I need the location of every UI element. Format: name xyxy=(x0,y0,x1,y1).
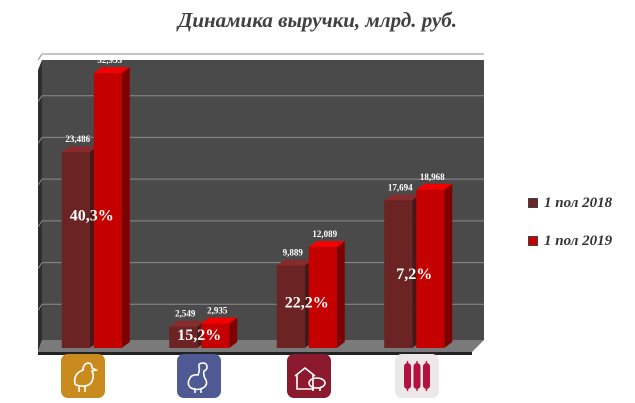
plot-floor-edge xyxy=(38,352,472,355)
value-label-1-2: 12,089 xyxy=(312,229,337,239)
gridline-side xyxy=(37,304,43,311)
growth-label-3: 7,2% xyxy=(396,266,432,283)
bar-1-3 xyxy=(416,189,445,348)
gridline-side xyxy=(37,178,43,186)
plot-side-wall xyxy=(38,60,42,352)
value-label-0-3: 17,694 xyxy=(388,182,413,192)
growth-label-1: 15,2% xyxy=(177,327,221,344)
bar-side-1-0 xyxy=(121,67,130,349)
chart-legend: 1 пол 2018 1 пол 2019 xyxy=(528,192,612,268)
bar-1-0 xyxy=(93,73,122,349)
legend-item-2019: 1 пол 2019 xyxy=(528,230,612,252)
bar-0-2 xyxy=(276,265,305,348)
bar-top-1-2 xyxy=(308,241,345,248)
value-label-0-2: 9,889 xyxy=(283,247,304,257)
bar-side-1-2 xyxy=(336,241,345,348)
bar-1-2 xyxy=(308,247,337,348)
value-label-1-1: 2,935 xyxy=(207,306,228,316)
gridline-side xyxy=(37,137,43,144)
value-label-1-3: 18,968 xyxy=(420,172,445,182)
legend-label-2018: 1 пол 2018 xyxy=(544,194,613,211)
bar-top-1-1 xyxy=(201,317,238,324)
legend-item-2018: 1 пол 2018 xyxy=(528,192,612,214)
bar-top-1-3 xyxy=(416,183,453,190)
growth-label-2: 22,2% xyxy=(285,295,329,312)
plot-back-wall xyxy=(42,60,484,340)
legend-label-2019: 1 пол 2019 xyxy=(544,232,613,249)
bar-top-0-2 xyxy=(276,259,313,266)
turkey-icon xyxy=(177,354,221,398)
category-icons xyxy=(0,352,635,400)
gridline-side xyxy=(37,262,43,269)
value-label-0-0: 23,486 xyxy=(65,134,90,144)
legend-swatch-2019 xyxy=(528,236,538,246)
sausage-icon xyxy=(395,354,439,398)
bar-side-1-3 xyxy=(444,183,453,348)
value-label-1-0: 32,953 xyxy=(97,55,122,65)
bar-side-1-1 xyxy=(229,317,238,348)
pig-farm-icon xyxy=(287,354,331,398)
growth-label-0: 40,3% xyxy=(70,208,114,225)
gridline-side xyxy=(37,220,43,228)
chart-title: Динамика выручки, млрд. руб. xyxy=(177,8,458,32)
value-label-0-1: 2,549 xyxy=(175,309,196,319)
bar-0-0 xyxy=(61,152,90,348)
bar-0-3 xyxy=(384,200,413,348)
chicken-icon xyxy=(61,354,105,398)
plot-floor xyxy=(38,340,484,352)
bar-top-0-1 xyxy=(169,320,206,327)
bar-top-0-0 xyxy=(61,146,98,153)
bar-1-1 xyxy=(201,323,230,348)
bar-0-1 xyxy=(169,326,198,348)
gridline-side xyxy=(37,95,43,102)
bar-top-1-0 xyxy=(93,67,130,74)
legend-swatch-2018 xyxy=(528,198,538,208)
bar-top-0-3 xyxy=(384,194,421,201)
gridline-side xyxy=(37,53,43,61)
